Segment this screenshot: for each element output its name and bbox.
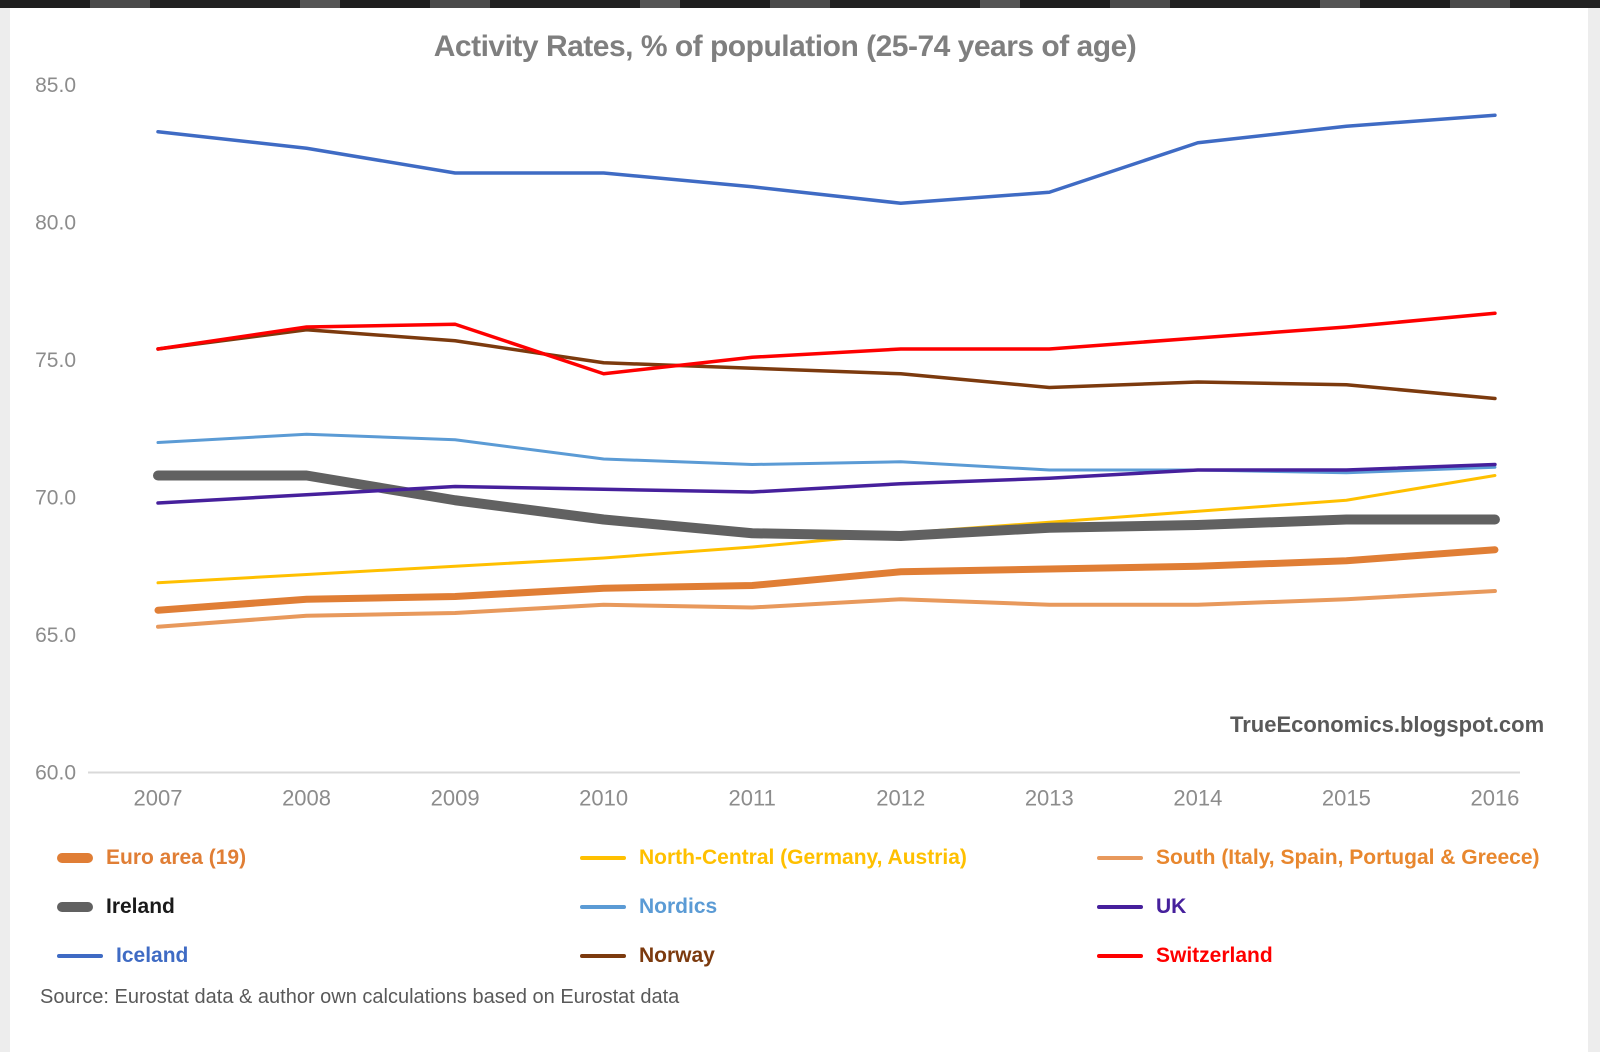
legend-swatch-south-italy-spain-portugal-greece xyxy=(1097,856,1143,860)
legend-label-switzerland: Switzerland xyxy=(1156,944,1273,967)
window-top-edge xyxy=(0,0,1600,8)
legend-swatch-ireland xyxy=(57,902,93,912)
series-line-nordics xyxy=(156,432,1497,475)
legend-item-euro-area-19: Euro area (19) xyxy=(57,845,246,871)
legend-swatch-iceland xyxy=(57,954,103,958)
legend-item-norway: Norway xyxy=(580,943,715,969)
x-axis-tick-label: 2007 xyxy=(134,786,183,811)
x-axis-tick-label: 2016 xyxy=(1470,786,1519,811)
page-left-margin xyxy=(0,8,10,1052)
legend-label-euro-area-19: Euro area (19) xyxy=(106,846,247,869)
series-line-switzerland xyxy=(156,311,1497,376)
legend-swatch-switzerland xyxy=(1097,954,1143,958)
series-line-uk xyxy=(156,462,1497,505)
chart-title: Activity Rates, % of population (25-74 y… xyxy=(433,30,1137,63)
x-axis-tick-label: 2013 xyxy=(1025,786,1074,811)
series-line-norway xyxy=(156,328,1497,401)
x-axis-tick-label: 2009 xyxy=(431,786,480,811)
page-right-margin xyxy=(1588,8,1600,1052)
legend-label-norway: Norway xyxy=(639,944,715,967)
x-axis-tick-label: 2014 xyxy=(1173,786,1222,811)
x-axis-tick-label: 2010 xyxy=(579,786,628,811)
legend-item-uk: UK xyxy=(1097,894,1186,920)
legend-swatch-euro-area-19 xyxy=(57,853,93,863)
series-line-iceland xyxy=(156,113,1497,205)
x-axis-tick-label: 2011 xyxy=(729,786,776,811)
legend-label-uk: UK xyxy=(1156,895,1187,918)
y-axis-tick-label: 60.0 xyxy=(35,762,76,785)
source-note: Source: Eurostat data & author own calcu… xyxy=(40,986,680,1008)
y-axis-tick-label: 75.0 xyxy=(35,349,76,372)
legend-item-iceland: Iceland xyxy=(57,943,188,969)
watermark-text: TrueEconomics.blogspot.com xyxy=(1230,712,1545,737)
series-line-south-italy-spain-portugal-greece xyxy=(156,589,1497,629)
legend-swatch-norway xyxy=(580,954,626,958)
legend-item-nordics: Nordics xyxy=(580,894,717,920)
legend-item-switzerland: Switzerland xyxy=(1097,943,1273,969)
legend-swatch-nordics xyxy=(580,905,626,909)
legend-swatch-north-central-germany-austria xyxy=(580,856,626,860)
series-line-ireland xyxy=(153,470,1500,541)
y-axis-tick-label: 70.0 xyxy=(35,487,76,510)
line-chart-plot-area: 60.0 65.0 70.0 75.0 80.0 85.0 2007 2008 2009 2010… xyxy=(35,74,1520,811)
series-line-north-central-germany-austria xyxy=(156,474,1497,585)
legend-item-ireland: Ireland xyxy=(57,894,175,920)
legend-item-north-central-germany-austria: North-Central (Germany, Austria) xyxy=(580,845,967,871)
y-axis-tick-label: 85.0 xyxy=(35,74,76,97)
x-axis-tick-label: 2012 xyxy=(876,786,925,811)
legend-swatch-uk xyxy=(1097,905,1143,909)
legend-item-south-italy-spain-portugal-greece: South (Italy, Spain, Portugal & Greece) xyxy=(1097,845,1540,871)
series-line-euro-area-19 xyxy=(154,546,1499,614)
x-axis-tick-label: 2015 xyxy=(1322,786,1371,811)
x-axis-tick-label: 2008 xyxy=(282,786,331,811)
legend-label-nordics: Nordics xyxy=(639,895,718,918)
legend-label-iceland: Iceland xyxy=(116,944,189,967)
legend-label-south-italy-spain-portugal-greece: South (Italy, Spain, Portugal & Greece) xyxy=(1156,846,1540,869)
legend-label-ireland: Ireland xyxy=(106,895,175,918)
y-axis-tick-label: 65.0 xyxy=(35,624,76,647)
legend-label-north-central-germany-austria: North-Central (Germany, Austria) xyxy=(639,846,967,869)
y-axis-tick-label: 80.0 xyxy=(35,212,76,235)
